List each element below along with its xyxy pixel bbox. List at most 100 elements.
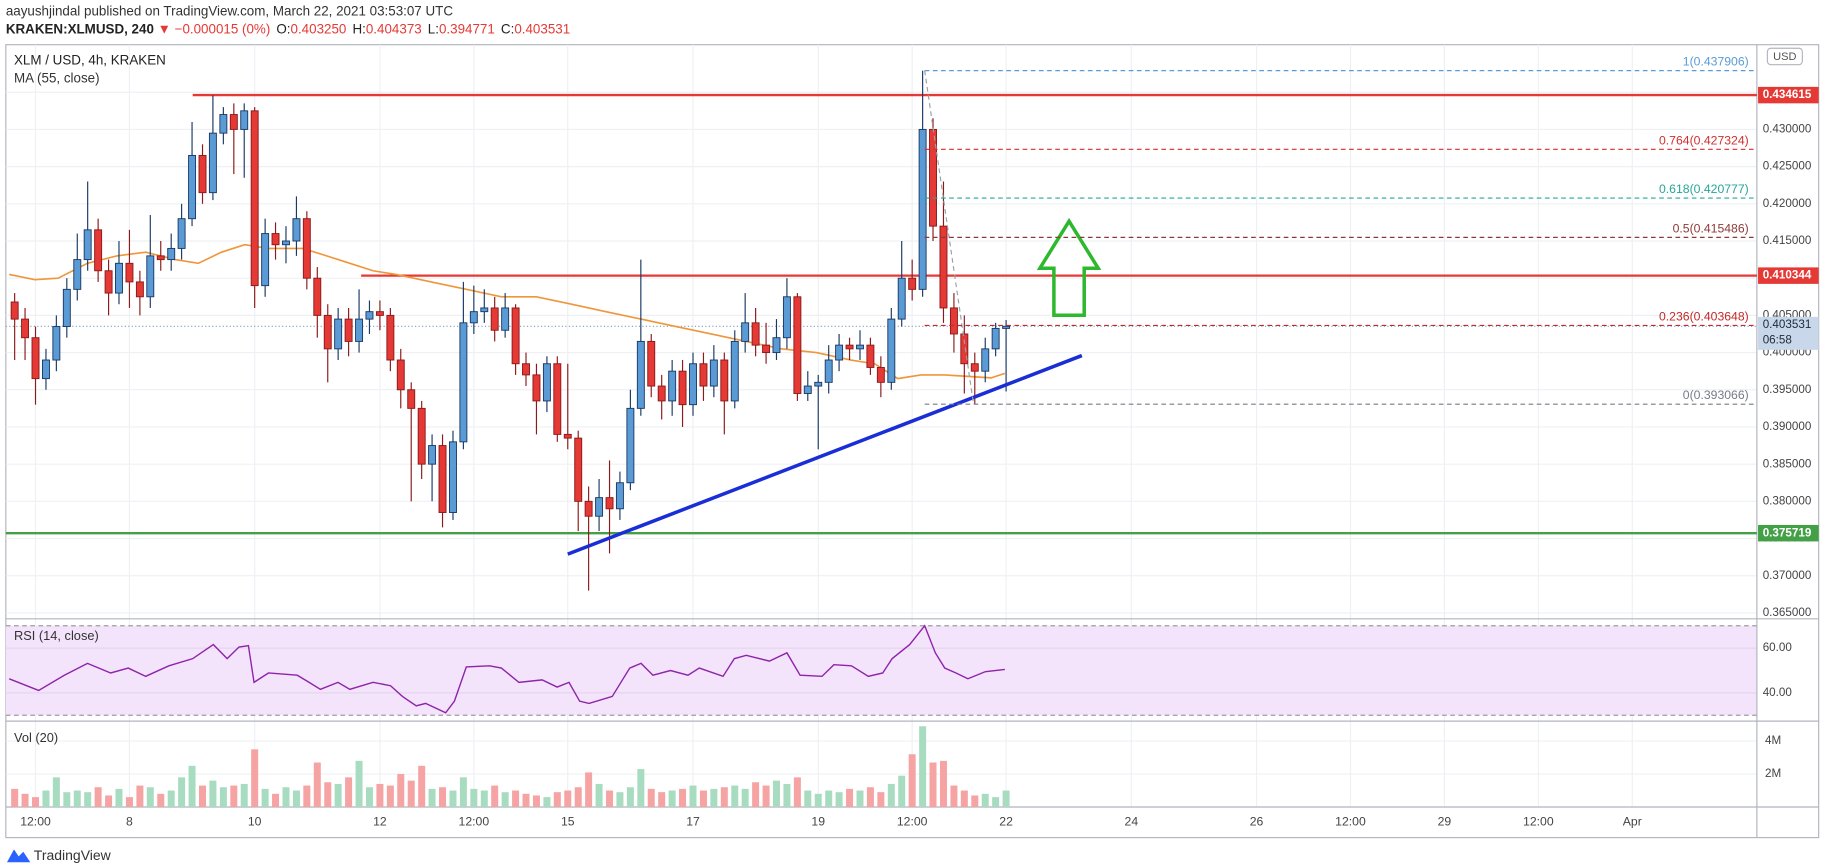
y-tick-label: 0.370000 bbox=[1763, 569, 1812, 582]
y-tick-label: 0.365000 bbox=[1763, 606, 1812, 619]
candle-body bbox=[501, 307, 510, 331]
candle-body bbox=[887, 318, 896, 383]
volume-bar bbox=[783, 783, 791, 808]
volume-bar bbox=[637, 769, 645, 808]
candle-body bbox=[866, 344, 875, 368]
candle-body bbox=[240, 110, 249, 130]
candle-body bbox=[490, 307, 499, 331]
candle-body bbox=[856, 344, 864, 350]
candle-body bbox=[323, 314, 332, 350]
candle-body bbox=[689, 363, 697, 406]
candle-body bbox=[104, 270, 113, 294]
change: ▼ −0.000015 (0%) bbox=[158, 21, 271, 36]
candle-body bbox=[188, 154, 197, 220]
volume-bar bbox=[668, 790, 676, 808]
volume-bar bbox=[929, 762, 937, 808]
volume-bar bbox=[418, 765, 426, 808]
volume-bar bbox=[272, 793, 280, 808]
volume-bar bbox=[606, 790, 614, 808]
volume-bar bbox=[501, 792, 509, 808]
fib-level-label: 0.618(0.420777) bbox=[1659, 182, 1749, 196]
volume-bar bbox=[793, 777, 801, 808]
volume-bar bbox=[365, 787, 373, 808]
candle-body bbox=[542, 363, 551, 402]
volume-tick-label: 2M bbox=[1765, 767, 1781, 780]
candle-body bbox=[793, 296, 802, 394]
y-tick-label: 0.430000 bbox=[1763, 122, 1812, 135]
candle-body bbox=[83, 229, 92, 261]
volume-bar bbox=[209, 780, 217, 808]
candle-body bbox=[334, 318, 343, 350]
marks-layer bbox=[5, 70, 1757, 808]
volume-bar bbox=[199, 785, 207, 808]
candle-body bbox=[699, 363, 708, 387]
volume-bar bbox=[292, 790, 300, 808]
brand-icon bbox=[6, 849, 31, 863]
volume-bar bbox=[52, 777, 60, 808]
volume-bar bbox=[658, 792, 666, 808]
candle-body bbox=[563, 433, 572, 439]
candle-body bbox=[31, 337, 40, 380]
volume-bar bbox=[32, 797, 40, 808]
trendline bbox=[567, 353, 1083, 556]
candle-body bbox=[657, 385, 666, 402]
candle-body bbox=[417, 407, 426, 465]
volume-label: Vol (20) bbox=[14, 730, 58, 745]
candle-body bbox=[52, 326, 61, 361]
volume-bar bbox=[125, 797, 133, 808]
candle-body bbox=[835, 344, 844, 361]
volume-bar bbox=[939, 760, 947, 808]
volume-bar bbox=[491, 785, 499, 808]
candle-body bbox=[897, 277, 906, 320]
x-tick-label: 17 bbox=[686, 815, 700, 829]
volume-bar bbox=[752, 782, 760, 808]
candle-body bbox=[595, 497, 604, 517]
open-key: O: bbox=[276, 21, 290, 36]
candle-body bbox=[313, 277, 322, 316]
candle-body bbox=[469, 311, 478, 324]
candle-body bbox=[939, 225, 948, 309]
countdown-label: 06:58 bbox=[1763, 333, 1792, 346]
volume-bar bbox=[428, 788, 436, 808]
symbol: KRAKEN:XLMUSD, 240 bbox=[6, 21, 154, 36]
candle-body bbox=[375, 311, 384, 316]
volume-bar bbox=[470, 788, 478, 808]
volume-bar bbox=[574, 787, 582, 808]
volume-bar bbox=[386, 785, 394, 808]
candle-body bbox=[814, 381, 823, 387]
volume-bar bbox=[564, 790, 572, 808]
volume-bar bbox=[73, 790, 81, 808]
candle-body bbox=[782, 296, 791, 339]
candle-body bbox=[355, 318, 364, 342]
volume-bar bbox=[1002, 790, 1010, 808]
volume-bar bbox=[522, 793, 530, 808]
level-price-label: 0.434615 bbox=[1763, 88, 1812, 101]
volume-bar bbox=[512, 790, 520, 808]
volume-bar bbox=[146, 787, 154, 808]
volume-bar bbox=[626, 787, 634, 808]
candle-body bbox=[636, 340, 645, 409]
volume-bar bbox=[866, 787, 874, 808]
rsi-line bbox=[8, 624, 1005, 714]
volume-bar bbox=[11, 788, 19, 808]
x-tick-label: 8 bbox=[126, 815, 133, 829]
volume-bar bbox=[397, 774, 405, 808]
volume-bar bbox=[449, 790, 457, 808]
rsi-tick-label: 40.00 bbox=[1763, 686, 1793, 699]
x-tick-label: 12:00 bbox=[897, 815, 928, 829]
high-value: 0.404373 bbox=[366, 21, 422, 36]
currency: USD bbox=[1773, 51, 1796, 63]
x-tick-label: 12:00 bbox=[1523, 815, 1554, 829]
volume-bar bbox=[585, 772, 593, 808]
volume-bar bbox=[324, 782, 332, 808]
chart-title: XLM / USD, 4h, KRAKEN bbox=[14, 53, 166, 68]
volume-bar bbox=[178, 777, 186, 808]
volume-bar bbox=[772, 780, 780, 808]
candle-body bbox=[647, 340, 656, 387]
rsi-tick-label: 60.00 bbox=[1763, 641, 1793, 654]
candle-body bbox=[62, 288, 71, 328]
candle-body bbox=[261, 233, 270, 287]
y-tick-label: 0.420000 bbox=[1763, 197, 1812, 210]
volume-bar bbox=[63, 792, 71, 808]
candle-body bbox=[772, 337, 781, 354]
